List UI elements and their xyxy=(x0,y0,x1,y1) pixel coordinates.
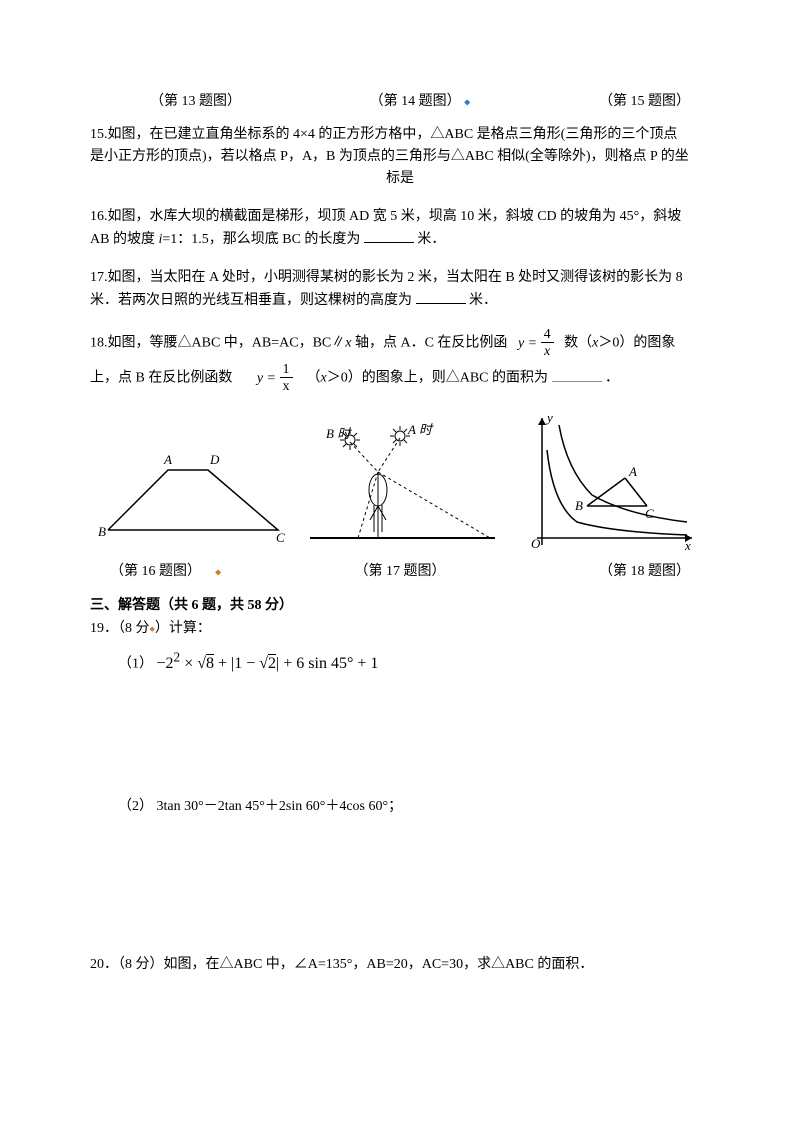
fraction-icon: 4x xyxy=(541,328,554,359)
q18-l2c: ＞0）的图象上，则△ABC 的面积为 xyxy=(327,371,552,386)
q18-line2: 上，点 B 在反比例函数 y = 1x （ x ＞0）的图象上，则△ABC 的面积为… xyxy=(90,363,710,394)
blank-field xyxy=(552,367,602,382)
fig18-O: O xyxy=(531,536,541,550)
caption-18: （第 18 题图） xyxy=(497,560,710,580)
q17-line2: 米．若两次日照的光线互相垂直，则这棵树的高度为 米． xyxy=(90,289,710,312)
q18-eq2: y = 1x xyxy=(257,371,293,386)
q19-p2-formula: 3tan 30°－2tan 45°＋2sin 60°＋4cos 60°； xyxy=(157,799,403,814)
q18-line1: 18.如图，等腰△ABC 中，AB=AC，BC∥x 轴，点 A．C 在反比例函 … xyxy=(90,328,710,359)
q16-line2: AB 的坡度 i=1：1.5，那么坝底 BC 的长度为 米． xyxy=(90,228,710,251)
q16-l2b: =1：1.5，那么坝底 BC 的长度为 xyxy=(162,232,364,247)
fig18-x: x xyxy=(684,538,691,550)
q18-d: ＞0）的图象 xyxy=(598,336,675,351)
eq1-lhs: y = xyxy=(518,336,541,351)
caption-15: （第 15 题图） xyxy=(510,90,710,110)
figure-17: B 时 A 时 xyxy=(297,420,504,550)
eq1-den: x xyxy=(541,343,554,359)
question-16: 16.如图，水库大坝的横截面是梯形，坝顶 AD 宽 5 米，坝高 10 米，斜坡… xyxy=(90,206,710,251)
fig18-y: y xyxy=(545,410,553,425)
question-17: 17.如图，当太阳在 A 处时，小明测得某树的影长为 2 米，当太阳在 B 处时… xyxy=(90,267,710,312)
q18-l2d: ． xyxy=(602,371,620,386)
eq2-den: x xyxy=(280,378,293,394)
sun-a-icon xyxy=(390,426,410,446)
q15-line2: 是小正方形的顶点)，若以格点 P，A，B 为顶点的三角形与△ABC 相似(全等除… xyxy=(90,146,710,168)
caption-14: （第 14 题图） ◆ xyxy=(330,90,510,110)
q19-head: 19．（8 分◆）计算： xyxy=(90,618,710,640)
q17-l2b: 米． xyxy=(466,293,498,308)
q19-h1: 19．（8 分 xyxy=(90,621,150,636)
q19-p1-formula: −22 × √8 + |1 − √2| + 6 sin 45° + 1 xyxy=(157,655,379,672)
q18-b: 轴，点 A．C 在反比例函 xyxy=(351,336,507,351)
sun-tree-diagram: B 时 A 时 xyxy=(300,420,500,550)
q19-p1-label: （1） xyxy=(118,657,153,672)
question-19: 19．（8 分◆）计算： （1） −22 × √8 + |1 − √2| + 6… xyxy=(90,618,710,818)
q17-line1: 17.如图，当太阳在 A 处时，小明测得某树的影长为 2 米，当太阳在 B 处时… xyxy=(90,267,710,289)
caption-13: （第 13 题图） xyxy=(90,90,330,110)
fig16-C: C xyxy=(276,530,285,545)
fig18-B: B xyxy=(575,498,583,513)
dot-icon: ◆ xyxy=(464,97,470,106)
dot-icon: ◆ xyxy=(215,567,221,576)
fraction-icon: 1x xyxy=(280,363,293,394)
q15-line1: 15.如图，在已建立直角坐标系的 4×4 的正方形方格中，△ABC 是格点三角形… xyxy=(90,124,710,146)
caption-14-text: （第 14 题图） xyxy=(370,94,461,109)
q18-a: 18.如图，等腰△ABC 中，AB=AC，BC∥ xyxy=(90,336,345,351)
trapezoid-diagram: A D B C xyxy=(98,430,288,550)
fig17-B: B 时 xyxy=(326,426,352,441)
q19-h2: ）计算： xyxy=(155,621,211,636)
caption-row-top: （第 13 题图） （第 14 题图） ◆ （第 15 题图） xyxy=(90,90,710,110)
q19-part1: （1） −22 × √8 + |1 − √2| + 6 sin 45° + 1 xyxy=(90,646,710,675)
hyperbola-diagram: O x y A B C xyxy=(517,410,697,550)
blank-field xyxy=(416,289,466,304)
section-3-heading: 三、解答题（共 6 题，共 58 分） xyxy=(90,594,710,614)
gap xyxy=(90,834,710,954)
fig17-A: A 时 xyxy=(407,422,434,437)
q16-line1: 16.如图，水库大坝的横截面是梯形，坝顶 AD 宽 5 米，坝高 10 米，斜坡… xyxy=(90,206,710,228)
q18-eq1: y = 4x xyxy=(518,336,554,351)
q18-l2b: （ xyxy=(307,371,321,386)
eq1-num: 4 xyxy=(541,328,554,343)
blank-field xyxy=(364,228,414,243)
q18-l2a: 上，点 B 在反比例函数 xyxy=(90,371,232,386)
q16-l2c: 米． xyxy=(414,232,446,247)
question-15: 15.如图，在已建立直角坐标系的 4×4 的正方形方格中，△ABC 是格点三角形… xyxy=(90,124,710,190)
fig18-C: C xyxy=(645,506,654,521)
q18-c: 数（ xyxy=(564,336,592,351)
fig16-D: D xyxy=(209,452,220,467)
q19-p2-label: （2） xyxy=(118,799,153,814)
caption-16-text: （第 16 题图） xyxy=(110,564,201,579)
figure-18: O x y A B C xyxy=(503,410,710,550)
caption-17: （第 17 题图） xyxy=(303,560,496,580)
fig16-A: A xyxy=(163,452,172,467)
q15-line3: 标是 xyxy=(90,168,710,190)
eq2-num: 1 xyxy=(280,363,293,378)
figure-16: A D B C xyxy=(90,430,297,550)
fig16-B: B xyxy=(98,524,106,539)
fig18-A: A xyxy=(628,464,637,479)
q16-l2a: AB 的坡度 xyxy=(90,232,158,247)
caption-row-mid: （第 16 题图） ◆ （第 17 题图） （第 18 题图） xyxy=(90,560,710,580)
q17-l2a: 米．若两次日照的光线互相垂直，则这棵树的高度为 xyxy=(90,293,416,308)
caption-16: （第 16 题图） ◆ xyxy=(90,560,303,580)
question-18: 18.如图，等腰△ABC 中，AB=AC，BC∥x 轴，点 A．C 在反比例函 … xyxy=(90,328,710,394)
question-20: 20．（8 分）如图，在△ABC 中，∠A=135°，AB=20，AC=30，求… xyxy=(90,954,710,976)
figures-row: A D B C xyxy=(90,410,710,550)
gap xyxy=(90,676,710,796)
eq2-lhs: y = xyxy=(257,371,280,386)
q19-part2: （2） 3tan 30°－2tan 45°＋2sin 60°＋4cos 60°； xyxy=(90,796,710,818)
